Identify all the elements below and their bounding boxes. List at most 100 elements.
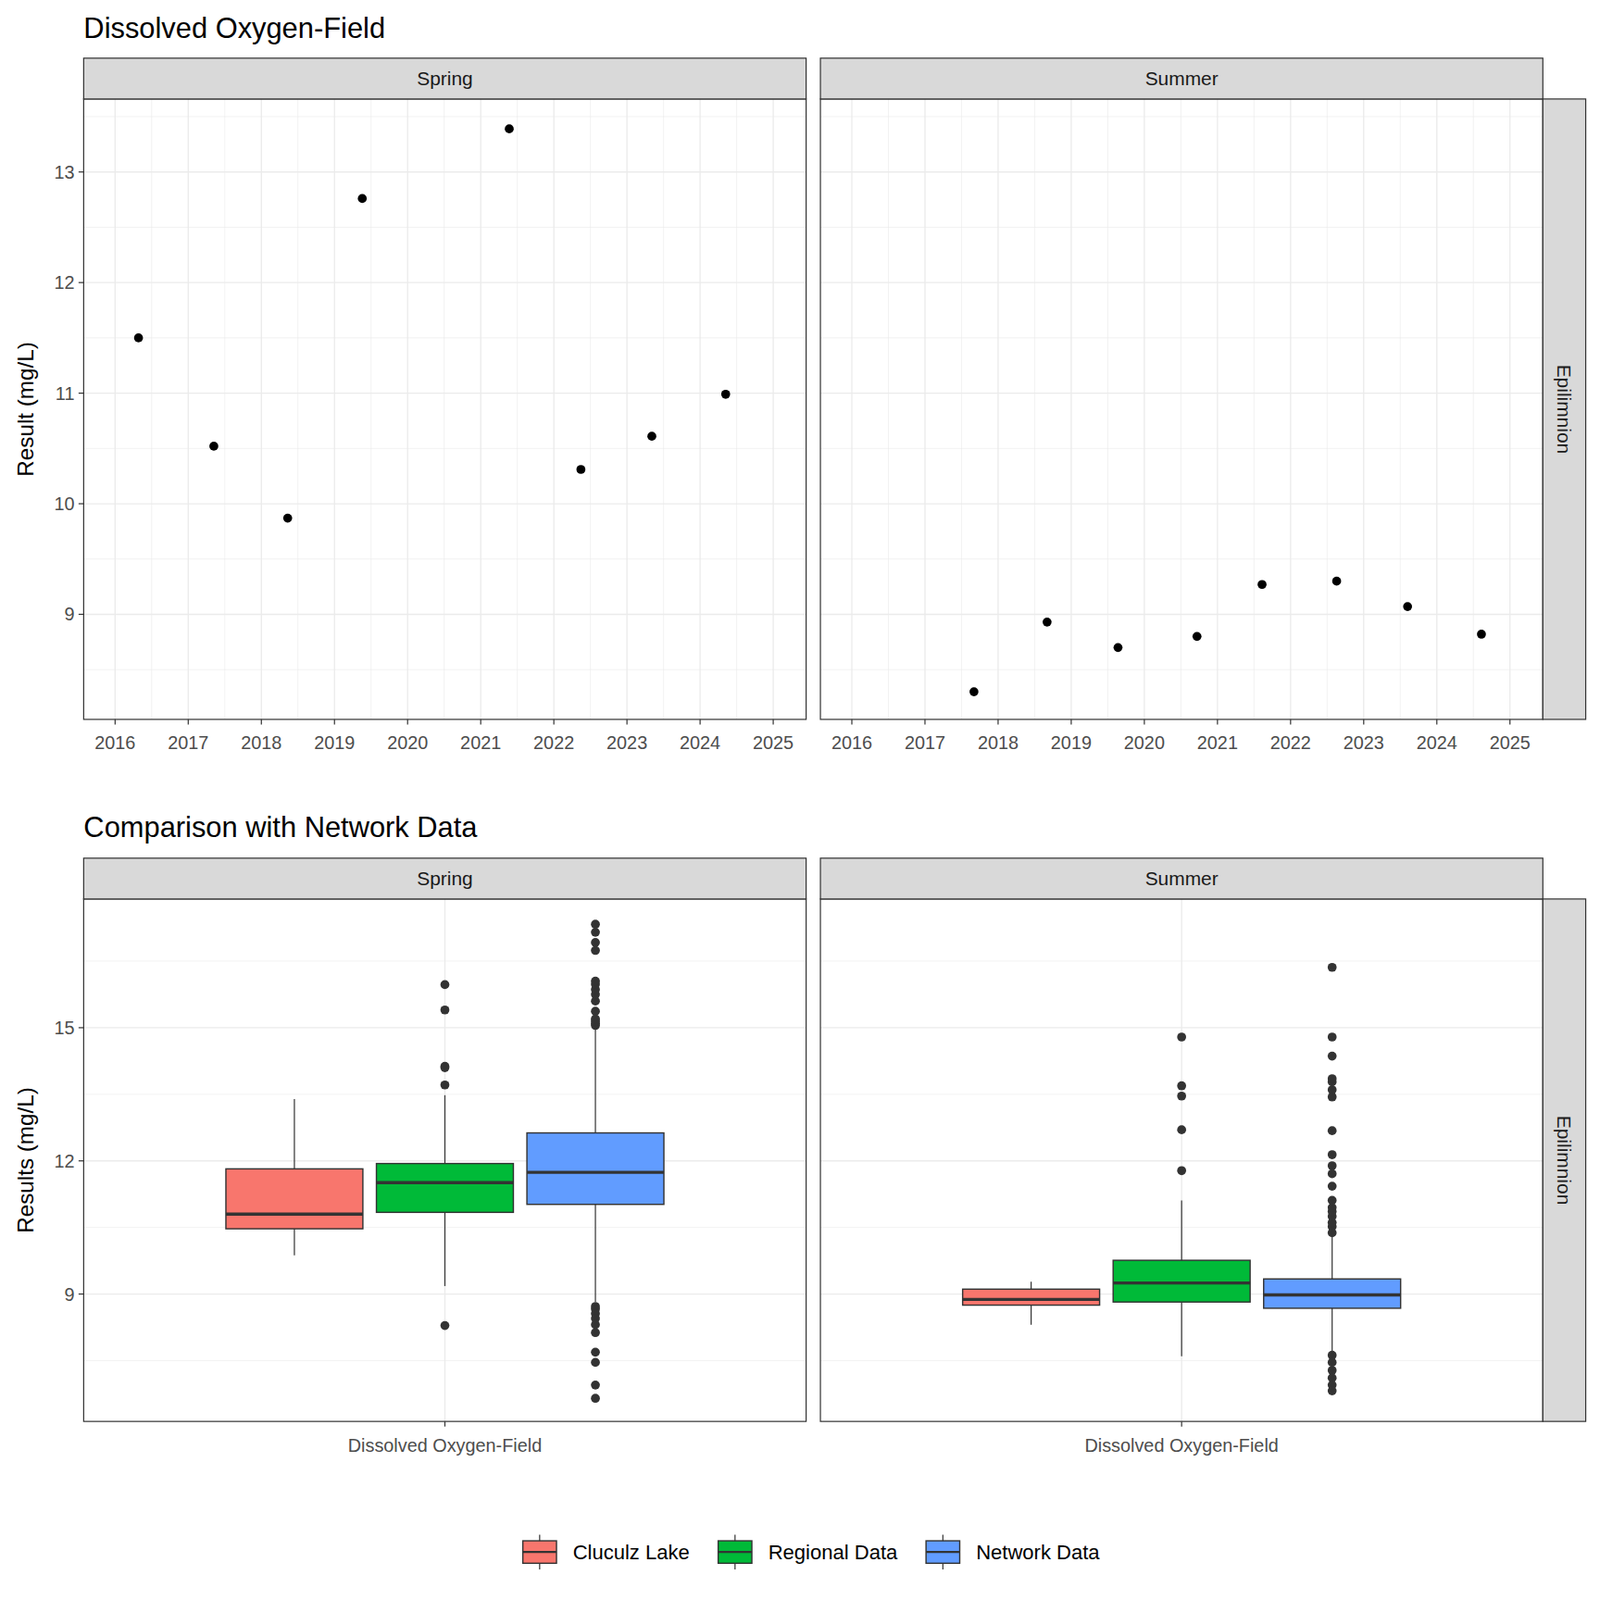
tick-label: 2016	[94, 732, 136, 753]
tick-label: 2022	[1270, 732, 1312, 753]
tick-label: 2025	[1489, 732, 1531, 753]
grid-line	[1216, 99, 1218, 720]
tick-label: 2023	[1343, 732, 1385, 753]
tick-label: 10	[53, 493, 75, 514]
whisker	[293, 1099, 295, 1169]
minor-grid	[224, 99, 225, 720]
tick	[78, 171, 85, 173]
minor-grid	[83, 337, 806, 338]
whisker	[1331, 1236, 1333, 1279]
minor-grid	[83, 669, 806, 671]
median	[526, 1171, 664, 1175]
panel	[820, 899, 1543, 1422]
tick	[78, 1160, 85, 1162]
strip-label: Epilimnion	[1553, 364, 1575, 455]
tick	[1070, 719, 1072, 725]
tick	[1509, 719, 1511, 725]
outlier	[590, 1380, 600, 1390]
minor-grid	[820, 116, 1543, 118]
point	[647, 431, 657, 441]
legend-label: Network Data	[975, 1540, 1100, 1564]
point	[1476, 629, 1487, 639]
minor-grid	[150, 99, 152, 720]
legend-label: Regional Data	[768, 1540, 899, 1564]
grid-line	[444, 899, 446, 1422]
tick-label: 12	[53, 272, 75, 293]
tick-label: 9	[63, 1284, 75, 1305]
minor-grid	[443, 99, 445, 720]
outlier	[1327, 1032, 1338, 1042]
grid-line	[1509, 99, 1511, 720]
grid-line	[552, 99, 554, 720]
legend-key-median	[523, 1550, 557, 1553]
marks	[969, 576, 1487, 697]
grid-line	[1143, 99, 1145, 720]
grid-line	[772, 99, 774, 720]
median	[1112, 1281, 1250, 1285]
outlier	[590, 976, 600, 987]
tick-label: 2020	[1124, 732, 1165, 753]
whisker	[1030, 1305, 1032, 1325]
tick-label: 2016	[831, 732, 873, 753]
tick-label: 15	[53, 1017, 75, 1038]
tick-label: 2022	[533, 732, 575, 753]
grid-line	[83, 282, 806, 284]
tick	[187, 719, 189, 725]
tick-label: 2021	[460, 732, 501, 753]
box	[1112, 1260, 1250, 1302]
minor-grid	[1107, 99, 1109, 720]
tick	[699, 719, 700, 725]
tick-label: 9	[63, 603, 75, 625]
legend-key-median	[925, 1550, 960, 1553]
title: Comparison with Network Data	[83, 811, 478, 844]
grid-line	[820, 502, 1543, 504]
panel	[83, 99, 806, 720]
minor-grid	[820, 558, 1543, 560]
grid-line	[83, 502, 806, 504]
outlier	[590, 1327, 600, 1338]
strip	[1542, 899, 1586, 1422]
outlier	[590, 946, 600, 956]
outlier	[1327, 1161, 1338, 1171]
tick	[78, 282, 85, 284]
minor-grid	[83, 226, 806, 228]
tick	[78, 1026, 85, 1028]
grid-line	[334, 99, 336, 720]
outlier	[1176, 1125, 1187, 1135]
tick	[78, 613, 85, 615]
grid-line	[820, 282, 1543, 284]
tick	[553, 719, 555, 725]
tick	[407, 719, 409, 725]
grid-line	[820, 613, 1543, 615]
grid-line	[997, 99, 999, 720]
grid-line	[83, 613, 806, 615]
tick	[1436, 719, 1438, 725]
tick-label: 12	[53, 1150, 75, 1172]
point	[209, 441, 219, 451]
tick	[261, 719, 263, 725]
whisker	[1181, 1301, 1183, 1356]
tick-label: 2021	[1197, 732, 1238, 753]
point	[134, 333, 144, 343]
panel	[83, 899, 806, 1422]
tick	[78, 502, 85, 504]
strip	[83, 58, 806, 100]
minor-grid	[887, 99, 889, 720]
median	[225, 1212, 363, 1216]
panel-border	[820, 899, 1543, 1422]
point	[357, 194, 367, 204]
outlier	[1327, 1051, 1338, 1062]
panel-border	[83, 899, 806, 1422]
minor-grid	[820, 226, 1543, 228]
tick	[114, 719, 116, 725]
median	[376, 1181, 514, 1185]
point	[1042, 617, 1052, 627]
outlier	[1327, 1358, 1338, 1368]
whisker	[594, 1026, 596, 1134]
outlier	[1327, 1150, 1338, 1160]
outlier	[440, 1062, 450, 1073]
minor-grid	[1034, 99, 1036, 720]
whisker	[1181, 1200, 1183, 1261]
grid-line	[261, 99, 263, 720]
outlier	[590, 919, 600, 929]
